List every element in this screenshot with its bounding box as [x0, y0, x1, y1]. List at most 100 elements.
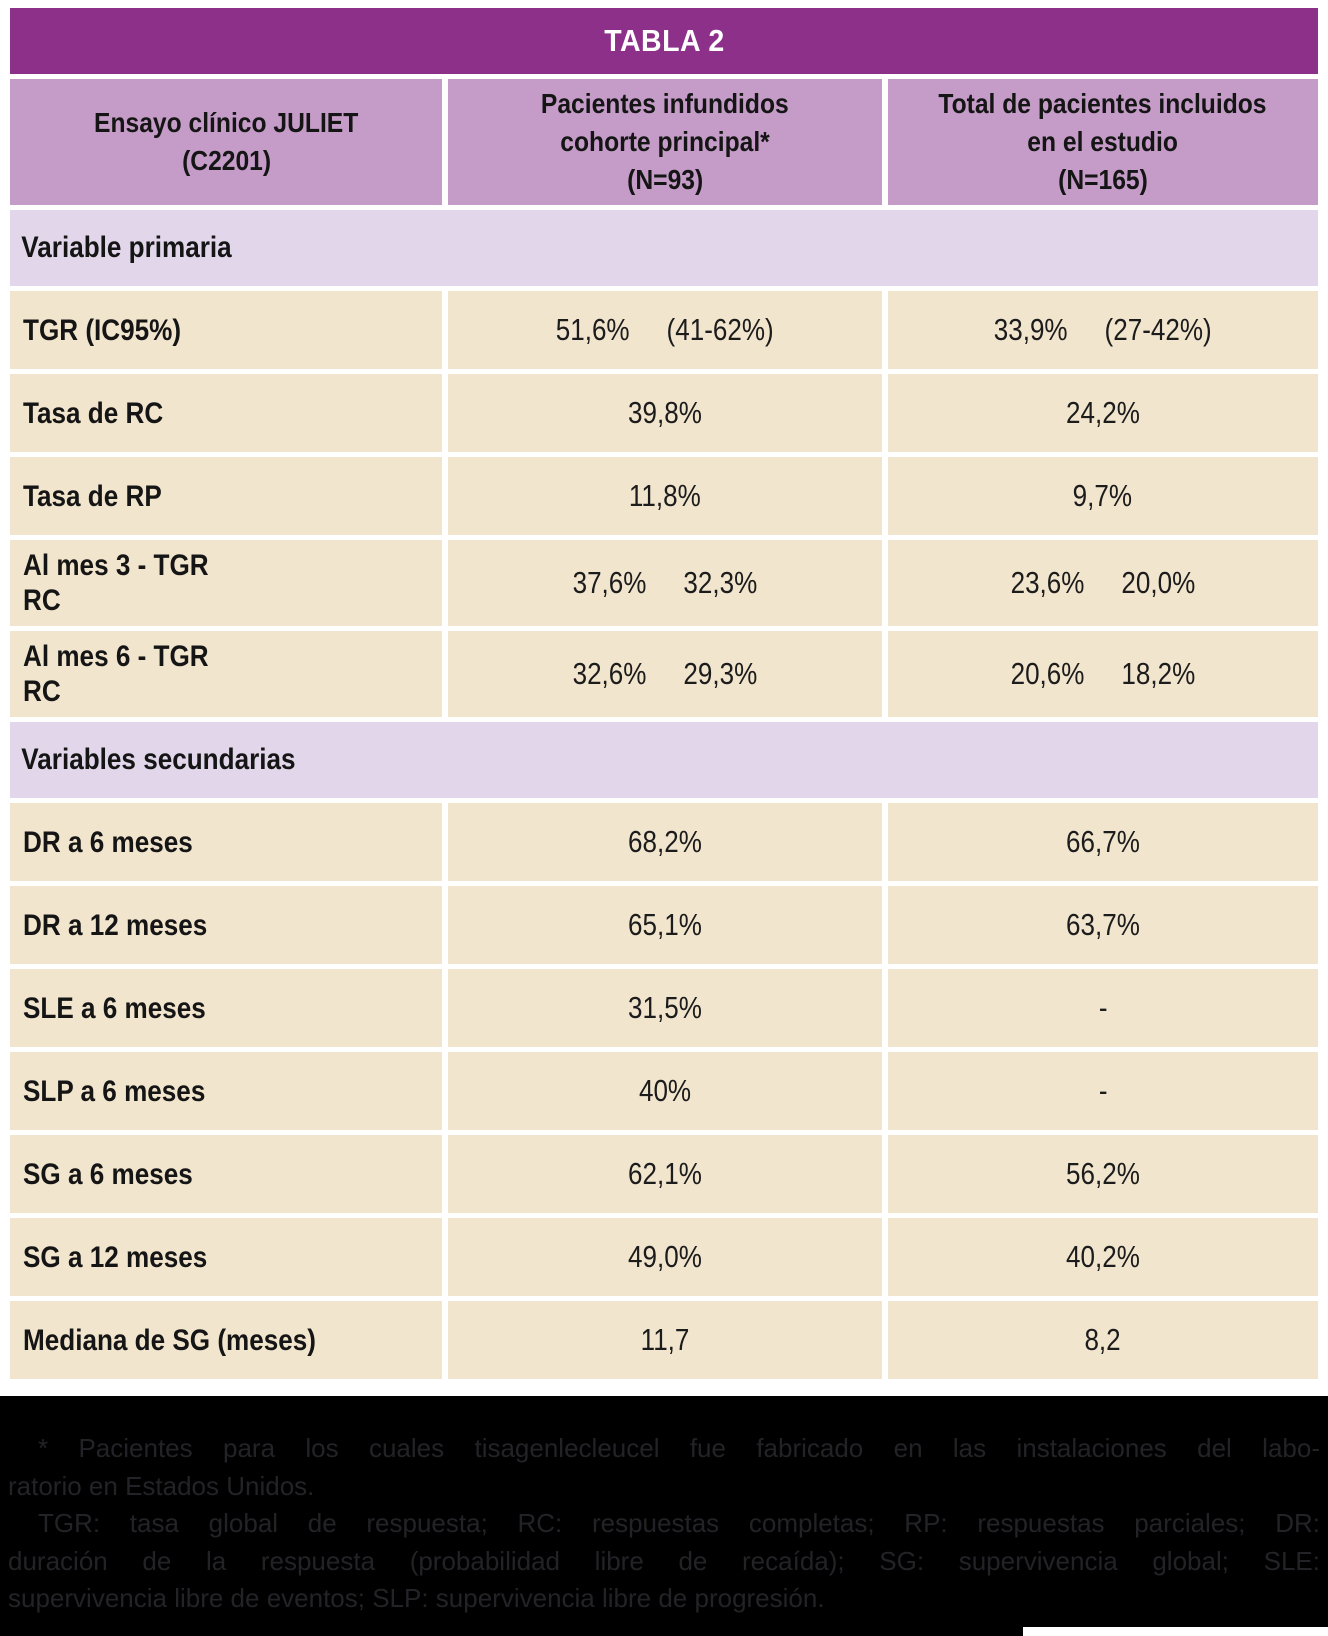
row-label-line: SG a 6 meses [23, 1157, 193, 1191]
header-line: cohorte principal* [560, 126, 770, 157]
row-label-cell: Mediana de SG (meses) [10, 1301, 443, 1379]
cell-value: 40% [638, 1073, 692, 1108]
cell-value: 18,2% [1121, 656, 1196, 691]
cell-value: 29,3% [683, 656, 758, 691]
footnote-lines: * Pacientes para los cuales tisagenlecle… [8, 1430, 1320, 1618]
header-col-total: Total de pacientes incluidos en el estud… [887, 79, 1318, 205]
table-title-bar: TABLA 2 [10, 8, 1318, 74]
row-label-line: Tasa de RP [23, 479, 162, 513]
cell-value: 39,8% [628, 395, 702, 430]
cell-value: 8,2 [1084, 1322, 1121, 1357]
row-label-line: TGR (IC95%) [23, 313, 182, 347]
footnote-line: supervivencia libre de eventos; SLP: sup… [8, 1583, 825, 1613]
row-label-line: DR a 12 meses [23, 908, 208, 942]
cohort-values: 32,6% 29,3% [573, 656, 758, 692]
row-label-cell: Tasa de RP [10, 457, 443, 535]
footnote-line: TGR: tasa global de respuesta; RC: respu… [38, 1508, 1320, 1538]
cohort-cell: 65,1% [448, 886, 882, 964]
total-cell: - [887, 969, 1318, 1047]
row-label: SLP a 6 meses [23, 1074, 233, 1109]
total-values: 33,9% (27-42%) [994, 312, 1212, 348]
row-label-line: Al mes 3 - TGR [23, 549, 209, 582]
cell-value: 37,6% [572, 565, 647, 600]
cell-value: 33,9% [993, 312, 1068, 347]
cell-value: 62,1% [628, 1156, 702, 1191]
total-cell: - [887, 1052, 1318, 1130]
total-values: - [1098, 990, 1107, 1026]
total-cell: 66,7% [887, 803, 1318, 881]
data-row: TGR (IC95%) 51,6% (41-62%) 33,9% (27-42%) [10, 291, 1318, 369]
row-label-cell: SG a 12 meses [10, 1218, 443, 1296]
total-values: 9,7% [1073, 478, 1132, 514]
row-label-cell: SLP a 6 meses [10, 1052, 443, 1130]
cohort-values: 11,7 [641, 1322, 690, 1358]
cohort-values: 31,5% [628, 990, 702, 1026]
cohort-values: 65,1% [628, 907, 702, 943]
total-cell: 9,7% [887, 457, 1318, 535]
total-cell: 63,7% [887, 886, 1318, 964]
total-values: 23,6% 20,0% [1011, 565, 1196, 601]
row-label: TGR (IC95%) [23, 313, 205, 348]
header-line: (N=93) [626, 164, 703, 195]
total-cell: 23,6% 20,0% [887, 540, 1318, 626]
row-label-line: RC [23, 584, 61, 617]
cohort-cell: 49,0% [448, 1218, 882, 1296]
data-row: SG a 6 meses 62,1% 56,2% [10, 1135, 1318, 1213]
data-row: DR a 6 meses 68,2% 66,7% [10, 803, 1318, 881]
row-label-cell: SG a 6 meses [10, 1135, 443, 1213]
total-values: 24,2% [1066, 395, 1140, 431]
cell-value: 11,8% [629, 478, 701, 513]
cell-value: 51,6% [556, 312, 630, 347]
data-row: SLE a 6 meses 31,5% - [10, 969, 1318, 1047]
header-line: en el estudio [1027, 126, 1179, 157]
row-label-line: RC [23, 675, 61, 708]
data-row: Mediana de SG (meses) 11,7 8,2 [10, 1301, 1318, 1379]
row-label: SG a 6 meses [23, 1157, 218, 1192]
cell-value: (41-62%) [666, 312, 774, 347]
tabla-2: TABLA 2 Ensayo clínico JULIET (C2201) Pa… [10, 8, 1318, 1379]
section-label: Variables secundarias [21, 743, 296, 776]
data-row: Al mes 3 - TGR RC 37,6% 32,3% 23,6% 20,0% [10, 540, 1318, 626]
cell-value: 32,3% [683, 565, 758, 600]
data-row: Tasa de RC 39,8% 24,2% [10, 374, 1318, 452]
footnote-line: duración de la respuesta (probabilidad l… [8, 1545, 1320, 1576]
row-label-line: DR a 6 meses [23, 825, 193, 859]
cell-value: 40,2% [1065, 1239, 1140, 1274]
cohort-cell: 31,5% [448, 969, 882, 1047]
cell-value: 11,7 [640, 1322, 690, 1357]
cell-value: 23,6% [1010, 565, 1085, 600]
table-body: Variable primaria TGR (IC95%) 51,6% (41-6… [10, 210, 1318, 1379]
header-line: Total de pacientes incluidos [938, 88, 1267, 119]
total-values: 56,2% [1066, 1156, 1140, 1192]
data-row: DR a 12 meses 65,1% 63,7% [10, 886, 1318, 964]
total-values: 40,2% [1066, 1239, 1140, 1275]
row-label: SLE a 6 meses [23, 991, 233, 1026]
footnote-line: * Pacientes para los cuales tisagenlecle… [38, 1433, 1320, 1463]
row-label: DR a 6 meses [23, 825, 218, 860]
row-label-cell: Tasa de RC [10, 374, 443, 452]
row-label-cell: DR a 6 meses [10, 803, 443, 881]
cohort-cell: 32,6% 29,3% [448, 631, 882, 717]
footnote: * Pacientes para los cuales tisagenlecle… [0, 1396, 1328, 1636]
cohort-cell: 51,6% (41-62%) [448, 291, 882, 369]
cell-value: 56,2% [1065, 1156, 1140, 1191]
footnote-line: ratorio en Estados Unidos. [8, 1470, 315, 1501]
cohort-values: 40% [639, 1073, 691, 1109]
row-label: Tasa de RP [23, 479, 183, 514]
cohort-values: 49,0% [628, 1239, 702, 1275]
table-header-row: Ensayo clínico JULIET (C2201) Pacientes … [10, 79, 1318, 205]
row-label-cell: SLE a 6 meses [10, 969, 443, 1047]
total-values: - [1098, 1073, 1107, 1109]
cohort-cell: 68,2% [448, 803, 882, 881]
cell-value: 20,0% [1121, 565, 1196, 600]
header-line: Ensayo clínico JULIET [94, 107, 359, 138]
data-row: SG a 12 meses 49,0% 40,2% [10, 1218, 1318, 1296]
header-line: Pacientes infundidos [541, 88, 789, 119]
cell-value: - [1098, 990, 1108, 1025]
total-cell: 20,6% 18,2% [887, 631, 1318, 717]
total-cell: 56,2% [887, 1135, 1318, 1213]
header-col-trial: Ensayo clínico JULIET (C2201) [10, 79, 443, 205]
cohort-cell: 37,6% 32,3% [448, 540, 882, 626]
data-row: SLP a 6 meses 40% - [10, 1052, 1318, 1130]
data-row: Al mes 6 - TGR RC 32,6% 29,3% 20,6% 18,2% [10, 631, 1318, 717]
